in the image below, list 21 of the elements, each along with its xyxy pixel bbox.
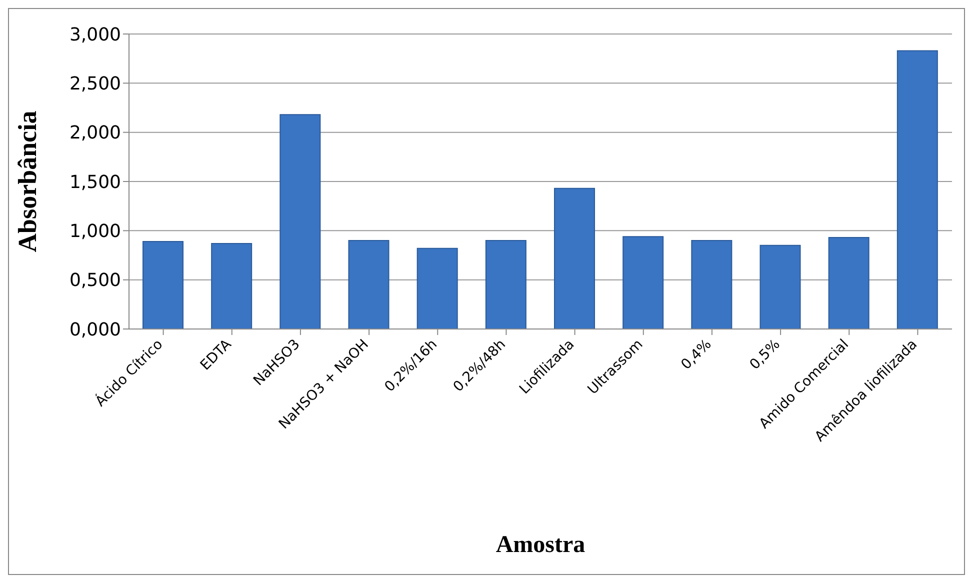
y-tick-label: 3,000 [69,24,121,46]
bar [142,240,184,329]
bar [828,237,870,329]
bar [348,240,390,329]
bar [554,188,595,329]
bar [622,236,664,329]
y-tick-label: 1,000 [69,221,121,242]
y-tick-label: 1,500 [69,172,121,193]
bar [280,114,321,329]
bar [896,50,938,329]
bar [211,242,252,329]
y-tick-label: 0,000 [69,319,121,340]
y-axis-title: Absorbância [13,110,42,252]
bar [691,240,732,329]
bar [416,248,458,329]
y-tick-label: 2,000 [69,122,121,144]
bar [485,240,526,329]
y-tick-label: 2,500 [69,74,121,95]
y-tick-label: 0,500 [69,270,121,292]
bar [760,244,801,329]
x-axis-title: Amostra [496,532,586,558]
